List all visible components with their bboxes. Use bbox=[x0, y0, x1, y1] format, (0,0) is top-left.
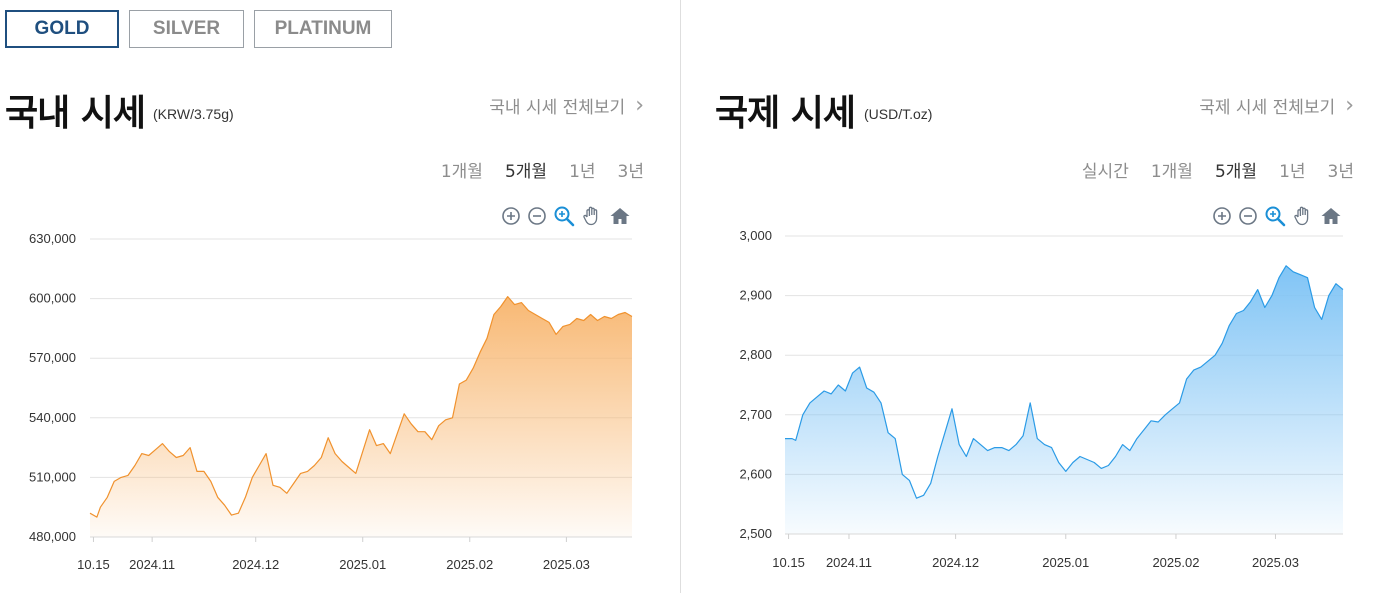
domestic-period-1y[interactable]: 1년 bbox=[569, 162, 596, 182]
domestic-period-5m[interactable]: 5개월 bbox=[504, 162, 548, 182]
domestic-area-fill bbox=[90, 296, 632, 537]
chevron-right-icon: › bbox=[1345, 92, 1354, 118]
domestic-more-link[interactable]: 국내 시세 전체보기 › bbox=[489, 93, 644, 118]
zoom-out-icon[interactable] bbox=[1238, 206, 1258, 226]
x-tick-label: 10.15 bbox=[772, 555, 805, 570]
domestic-period-3y[interactable]: 3년 bbox=[617, 162, 644, 182]
x-tick-label: 2024.11 bbox=[129, 557, 175, 572]
chevron-right-icon: › bbox=[635, 92, 644, 118]
international-x-axis: 10.15 2024.11 2024.12 2025.01 2025.02 2025.03 bbox=[772, 534, 1299, 570]
y-tick-label: 2,500 bbox=[739, 526, 772, 541]
tab-platinum[interactable]: PLATINUM bbox=[254, 10, 392, 48]
zoom-in-icon[interactable] bbox=[1212, 206, 1232, 226]
y-tick-label: 2,700 bbox=[739, 407, 772, 422]
domestic-unit: (KRW/3.75g) bbox=[153, 106, 234, 122]
international-chart-toolbar bbox=[1212, 205, 1342, 227]
x-tick-label: 2025.01 bbox=[1042, 555, 1089, 570]
international-period-5m[interactable]: 5개월 bbox=[1214, 162, 1258, 182]
domestic-price-chart: 630,000 600,000 570,000 540,000 510,000 480,0… bbox=[29, 231, 633, 572]
panel-divider bbox=[680, 0, 681, 593]
domestic-chart-toolbar bbox=[501, 205, 631, 227]
x-tick-label: 2025.03 bbox=[1252, 555, 1299, 570]
international-price-chart: 3,000 2,900 2,800 2,700 2,600 2,500 10.15 2024… bbox=[739, 228, 1344, 570]
domestic-more-label: 국내 시세 전체보기 bbox=[489, 98, 626, 118]
y-tick-label: 480,000 bbox=[29, 529, 76, 544]
pan-hand-icon[interactable] bbox=[1292, 205, 1314, 227]
y-tick-label: 2,600 bbox=[739, 466, 772, 481]
international-period-realtime[interactable]: 실시간 bbox=[1081, 162, 1129, 182]
domestic-x-axis: 10.15 2024.11 2024.12 2025.01 2025.02 2025.03 bbox=[77, 537, 590, 572]
domestic-y-axis: 630,000 600,000 570,000 540,000 510,000 480,0… bbox=[29, 231, 76, 544]
domestic-title: 국내 시세 bbox=[5, 93, 146, 134]
x-tick-label: 2024.12 bbox=[932, 555, 979, 570]
domestic-price-panel: 국내 시세 (KRW/3.75g) 국내 시세 전체보기 › 1개월 5개월 1… bbox=[0, 0, 650, 593]
y-tick-label: 600,000 bbox=[29, 291, 76, 306]
x-tick-label: 2025.02 bbox=[446, 557, 493, 572]
international-unit: (USD/T.oz) bbox=[864, 106, 933, 122]
international-area-series bbox=[785, 265, 1344, 535]
y-tick-label: 2,900 bbox=[739, 288, 772, 303]
x-tick-label: 2025.03 bbox=[543, 557, 590, 572]
pan-hand-icon[interactable] bbox=[581, 205, 603, 227]
tab-gold[interactable]: GOLD bbox=[5, 10, 119, 48]
international-more-link[interactable]: 국제 시세 전체보기 › bbox=[1199, 93, 1354, 118]
zoom-in-icon[interactable] bbox=[501, 206, 521, 226]
international-y-axis: 3,000 2,900 2,800 2,700 2,600 2,500 bbox=[739, 228, 772, 541]
zoom-select-icon[interactable] bbox=[553, 205, 575, 227]
metal-tabs: GOLD SILVER PLATINUM bbox=[5, 10, 392, 48]
international-price-panel: 국제 시세 (USD/T.oz) 국제 시세 전체보기 › 실시간 1개월 5개… bbox=[710, 0, 1360, 593]
international-title: 국제 시세 bbox=[715, 93, 856, 134]
home-icon[interactable] bbox=[1320, 206, 1342, 226]
y-tick-label: 3,000 bbox=[739, 228, 772, 243]
y-tick-label: 570,000 bbox=[29, 350, 76, 365]
y-tick-label: 630,000 bbox=[29, 231, 76, 246]
international-series-line bbox=[785, 265, 1344, 499]
domestic-period-selector: 1개월 5개월 1년 3년 bbox=[441, 157, 644, 182]
x-tick-label: 2024.11 bbox=[826, 555, 872, 570]
tab-silver[interactable]: SILVER bbox=[129, 10, 244, 48]
x-tick-label: 2025.01 bbox=[339, 557, 386, 572]
domestic-period-1m[interactable]: 1개월 bbox=[440, 162, 483, 182]
home-icon[interactable] bbox=[609, 206, 631, 226]
domestic-series-line bbox=[89, 296, 633, 518]
international-more-label: 국제 시세 전체보기 bbox=[1199, 98, 1336, 118]
international-period-selector: 실시간 1개월 5개월 1년 3년 bbox=[1082, 157, 1354, 182]
international-period-3y[interactable]: 3년 bbox=[1327, 162, 1354, 182]
y-tick-label: 510,000 bbox=[29, 469, 76, 484]
international-area-fill bbox=[785, 265, 1343, 534]
x-tick-label: 10.15 bbox=[77, 557, 110, 572]
x-tick-label: 2024.12 bbox=[232, 557, 279, 572]
international-period-1m[interactable]: 1개월 bbox=[1150, 162, 1193, 182]
domestic-area-series bbox=[89, 296, 633, 538]
x-tick-label: 2025.02 bbox=[1152, 555, 1199, 570]
zoom-select-icon[interactable] bbox=[1264, 205, 1286, 227]
international-period-1y[interactable]: 1년 bbox=[1279, 162, 1306, 182]
zoom-out-icon[interactable] bbox=[527, 206, 547, 226]
y-tick-label: 540,000 bbox=[29, 410, 76, 425]
y-tick-label: 2,800 bbox=[739, 347, 772, 362]
